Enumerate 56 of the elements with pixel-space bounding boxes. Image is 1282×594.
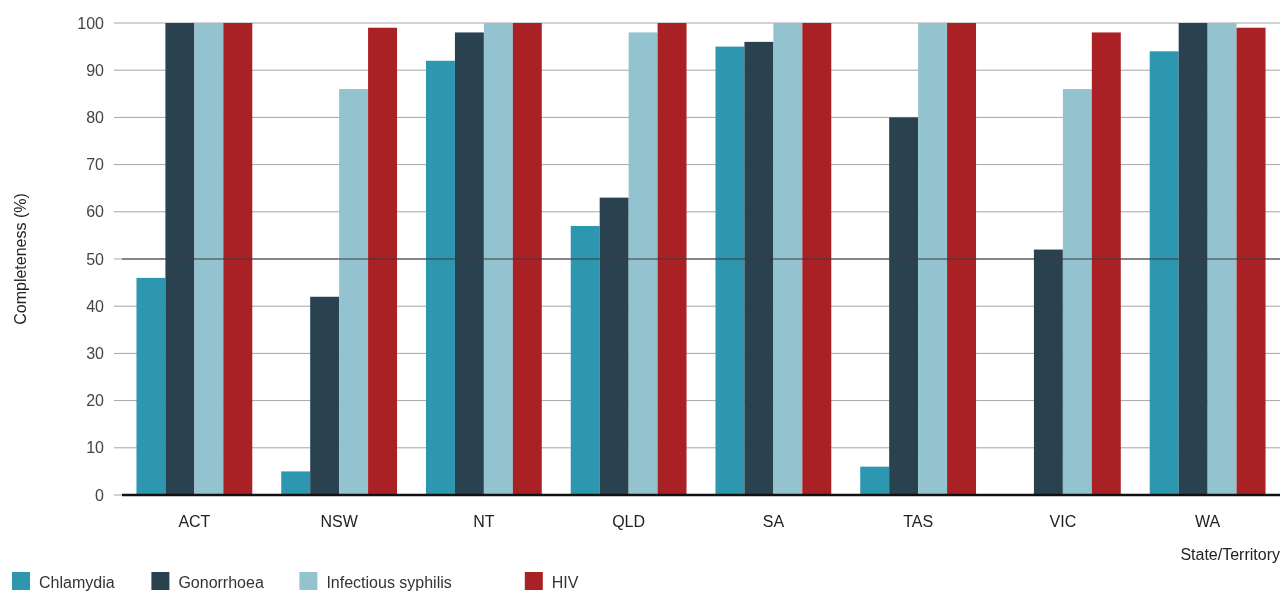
y-tick-label: 70 (86, 156, 105, 174)
bar (1149, 51, 1179, 495)
bar (136, 277, 166, 495)
legend-label: Gonorrhoea (178, 573, 264, 591)
y-tick-label: 50 (86, 250, 105, 268)
y-tick-label: 40 (86, 297, 105, 315)
bar (165, 23, 195, 495)
bar (454, 32, 484, 495)
bar (947, 23, 977, 495)
x-tick-label: ACT (178, 513, 211, 530)
bar (425, 60, 455, 495)
bar (339, 89, 369, 495)
bar (918, 23, 948, 495)
bar (368, 27, 398, 495)
bar (1236, 27, 1266, 495)
bar (281, 471, 311, 495)
bar (194, 23, 224, 495)
x-tick-label: WA (1195, 513, 1221, 530)
bar (773, 23, 803, 495)
y-tick-label: 20 (86, 392, 105, 410)
y-tick-label: 30 (86, 345, 105, 362)
y-tick-label: 10 (86, 439, 105, 457)
y-axis-title: Completeness (%) (12, 193, 29, 325)
bar (628, 32, 658, 495)
x-tick-label: SA (762, 513, 785, 530)
bar (802, 23, 832, 495)
x-tick-label: VIC (1049, 513, 1077, 530)
bar (570, 225, 600, 495)
y-tick-label: 0 (95, 486, 105, 504)
bar (599, 197, 629, 495)
bar (889, 117, 919, 495)
bar (1207, 23, 1237, 495)
bar (657, 23, 687, 495)
bar (1062, 89, 1092, 495)
bar (223, 23, 253, 495)
bar (860, 466, 890, 495)
y-tick-label: 80 (86, 109, 105, 126)
bar (744, 41, 774, 495)
y-tick-label: 100 (77, 14, 105, 32)
legend-label: Chlamydia (39, 573, 115, 591)
y-tick-label: 60 (86, 203, 105, 221)
bar (310, 296, 340, 495)
bar (715, 46, 745, 495)
x-tick-label: QLD (612, 513, 646, 530)
bar (483, 23, 513, 495)
x-tick-label: NT (473, 513, 495, 530)
x-axis-title: State/Territory (1180, 546, 1280, 563)
legend-label: HIV (551, 573, 579, 591)
bar (1033, 249, 1063, 495)
bar (1091, 32, 1121, 495)
bar (512, 23, 542, 495)
legend-label: Infectious syphilis (326, 573, 452, 591)
bar (1178, 23, 1208, 495)
x-tick-label: TAS (903, 513, 934, 530)
y-tick-label: 90 (86, 61, 105, 79)
x-tick-label: NSW (320, 513, 359, 530)
